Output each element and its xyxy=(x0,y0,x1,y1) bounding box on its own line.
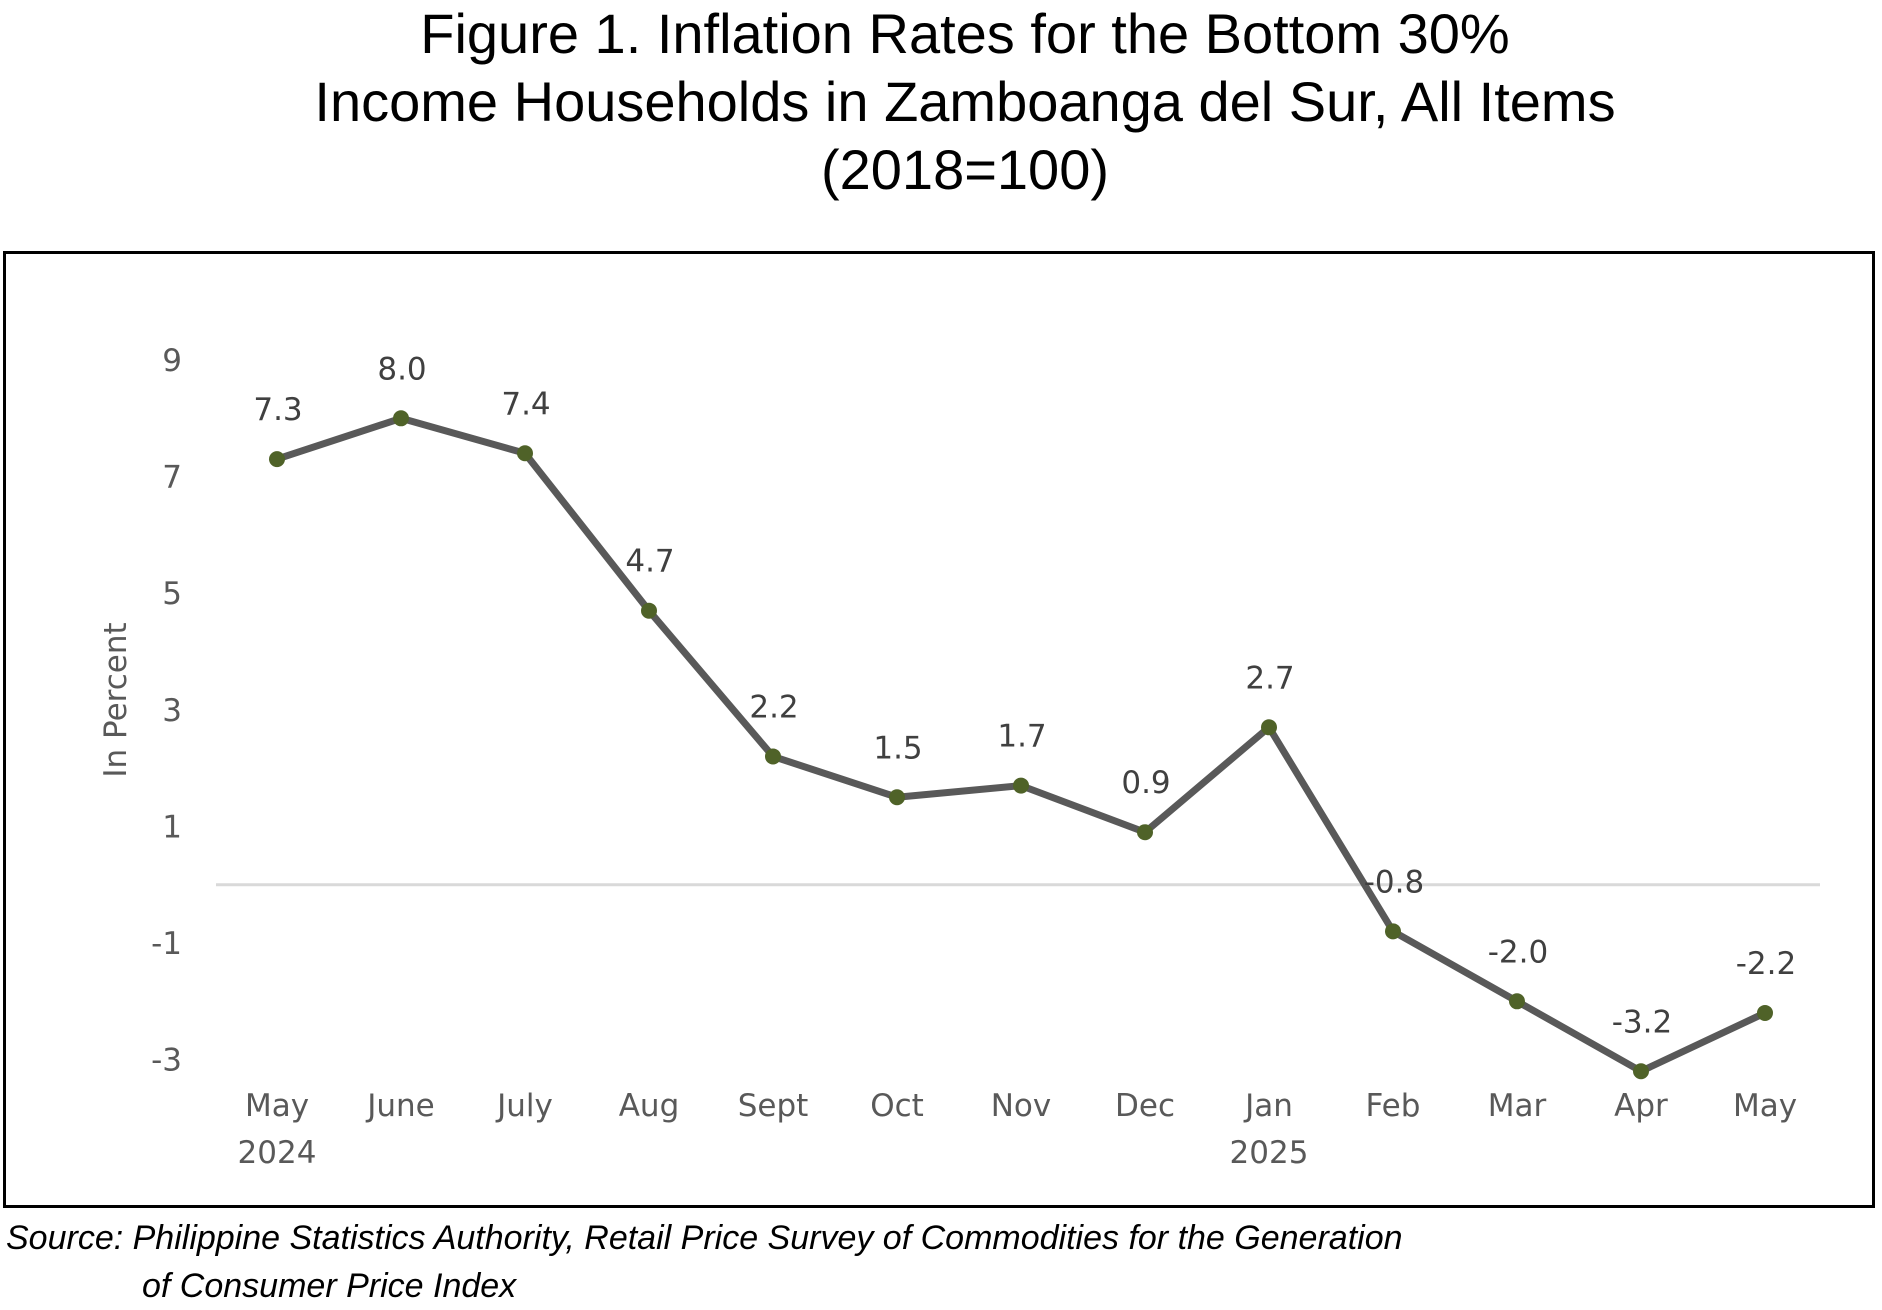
data-label: 4.7 xyxy=(625,544,674,580)
x-tick-label: Sept xyxy=(738,1088,809,1124)
x-tick-year-label: 2025 xyxy=(1230,1135,1309,1171)
data-label: 1.7 xyxy=(997,719,1046,755)
x-tick-label: Mar xyxy=(1488,1088,1547,1124)
y-axis-label: In Percent xyxy=(98,622,134,777)
data-point xyxy=(1509,993,1525,1010)
chart-title: Figure 1. Inflation Rates for the Bottom… xyxy=(0,0,1882,204)
x-tick-year-label: 2024 xyxy=(238,1135,317,1171)
y-tick-label: 9 xyxy=(162,343,182,379)
chart-title-line-3: (2018=100) xyxy=(820,138,1109,201)
chart-title-line-1: Figure 1. Inflation Rates for the Bottom… xyxy=(420,2,1510,65)
chart-frame xyxy=(3,251,1875,1208)
data-point xyxy=(1633,1063,1649,1080)
data-point xyxy=(1757,1004,1773,1021)
data-label: -2.2 xyxy=(1736,946,1797,982)
x-tick-label: June xyxy=(365,1088,435,1124)
source-line-2: of Consumer Price Index xyxy=(142,1267,517,1305)
x-tick-label: Nov xyxy=(991,1088,1052,1124)
data-label: 8.0 xyxy=(377,351,426,387)
data-label: -0.8 xyxy=(1364,864,1425,900)
x-tick-label: Aug xyxy=(619,1088,680,1124)
data-point xyxy=(641,602,657,619)
y-tick-label: 7 xyxy=(162,460,182,496)
data-label: -2.0 xyxy=(1488,934,1549,970)
data-label: -3.2 xyxy=(1612,1004,1673,1040)
data-point xyxy=(765,748,781,765)
data-label: 1.5 xyxy=(873,730,922,766)
x-tick-label: Jan xyxy=(1243,1088,1293,1124)
y-tick-label: 1 xyxy=(162,809,182,845)
x-tick-label: Feb xyxy=(1366,1088,1421,1124)
x-tick-label: July xyxy=(495,1088,553,1124)
data-point xyxy=(517,445,533,462)
data-label: 7.3 xyxy=(253,392,302,428)
source-note: Source: Philippine Statistics Authority,… xyxy=(6,1214,1403,1310)
y-tick-label: -3 xyxy=(151,1043,182,1079)
source-line-1: Source: Philippine Statistics Authority,… xyxy=(6,1219,1403,1257)
y-tick-label: 3 xyxy=(162,693,182,729)
y-tick-label: 5 xyxy=(162,576,182,612)
data-point xyxy=(393,410,409,427)
x-tick-label: Dec xyxy=(1115,1088,1175,1124)
data-point xyxy=(1385,923,1401,940)
x-tick-label: Oct xyxy=(870,1088,924,1124)
data-label: 2.7 xyxy=(1245,660,1294,696)
x-tick-label: May xyxy=(245,1088,309,1124)
x-tick-label: Apr xyxy=(1614,1088,1668,1124)
y-tick-label: -1 xyxy=(151,926,182,962)
data-point xyxy=(1261,719,1277,736)
data-label: 2.2 xyxy=(749,689,798,725)
x-tick-label: May xyxy=(1733,1088,1797,1124)
data-point xyxy=(269,451,285,468)
data-point xyxy=(1137,824,1153,841)
data-point xyxy=(889,789,905,806)
data-label: 0.9 xyxy=(1121,765,1170,801)
data-label: 7.4 xyxy=(501,386,550,422)
chart-title-line-2: Income Households in Zamboanga del Sur, … xyxy=(314,70,1616,133)
data-point xyxy=(1013,777,1029,794)
